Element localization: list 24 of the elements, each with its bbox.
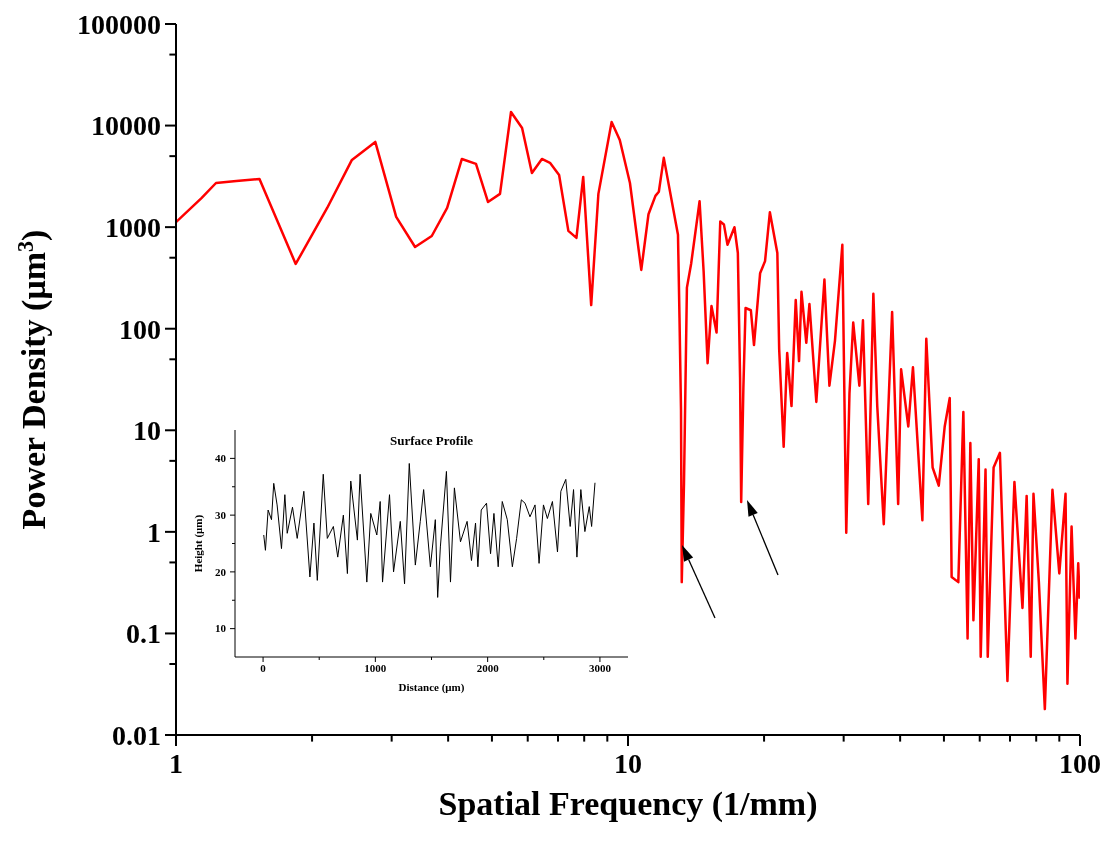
- y-tick-label: 0.1: [126, 618, 161, 650]
- y-tick-label: 20: [215, 565, 227, 578]
- x-axis-title: Spatial Frequency (1/mm): [438, 785, 818, 823]
- y-tick-label: 30: [215, 508, 227, 521]
- x-tick-label: 10: [614, 747, 642, 779]
- x-axis-title: Distance (μm): [398, 681, 465, 694]
- y-tick-label: 10000: [91, 110, 161, 142]
- x-tick-label: 3000: [588, 662, 612, 675]
- y-tick-label: 100000: [77, 8, 161, 40]
- x-tick-label: 2000: [476, 662, 500, 675]
- line-series: [263, 462, 596, 598]
- y-tick-label: 100: [119, 313, 161, 345]
- y-tick-label: 1: [147, 516, 161, 548]
- y-axis-title: Height (μm): [192, 514, 205, 573]
- x-tick-label: 1: [169, 747, 183, 779]
- y-tick-label: 10: [133, 415, 161, 447]
- y-tick-label: 0.01: [112, 719, 161, 751]
- x-tick-label: 0: [260, 662, 267, 675]
- chart-title: Surface Profile: [388, 433, 475, 449]
- y-tick-label: 1000: [105, 211, 161, 243]
- x-tick-label: 1000: [364, 662, 387, 675]
- y-tick-label: 10: [215, 622, 227, 635]
- x-tick-label: 100: [1059, 747, 1101, 779]
- y-tick-label: 40: [215, 452, 227, 465]
